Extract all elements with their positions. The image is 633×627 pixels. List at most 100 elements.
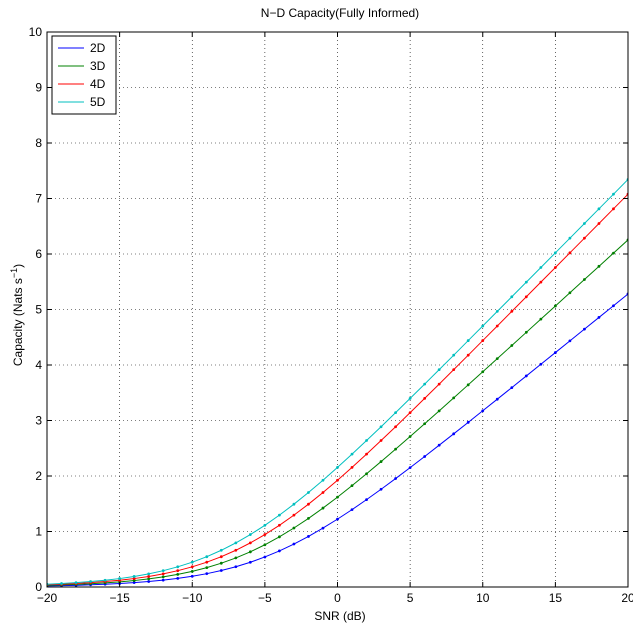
- data-point: [379, 425, 383, 429]
- y-tick-label: 1: [35, 525, 42, 539]
- data-point: [248, 560, 252, 564]
- data-point: [132, 575, 136, 578]
- data-point: [234, 556, 238, 560]
- data-point: [205, 572, 209, 576]
- data-point: [481, 339, 485, 342]
- data-point: [437, 368, 441, 372]
- data-point: [597, 264, 601, 268]
- data-point: [263, 555, 267, 559]
- data-point: [583, 222, 586, 225]
- y-tick-label: 10: [29, 25, 43, 39]
- data-point: [379, 439, 383, 442]
- data-point: [336, 465, 339, 469]
- y-tick-label: 3: [35, 414, 42, 428]
- data-point: [452, 368, 456, 372]
- data-point: [568, 339, 572, 343]
- data-point: [147, 577, 151, 581]
- series-5d: [47, 178, 628, 586]
- data-point: [466, 383, 470, 387]
- data-point: [481, 324, 485, 328]
- data-point: [524, 295, 528, 299]
- y-tick-label: 8: [35, 136, 42, 150]
- data-point: [278, 523, 281, 527]
- x-tick-label: 20: [621, 591, 633, 605]
- chart-title: N−D Capacity(Fully Informed): [261, 6, 419, 20]
- data-point: [161, 578, 165, 582]
- data-point: [612, 251, 615, 255]
- x-tick-label: 15: [549, 591, 563, 605]
- data-point: [612, 192, 615, 196]
- data-point: [118, 577, 122, 580]
- x-tick-label: −10: [182, 591, 203, 605]
- y-tick-label: 6: [35, 247, 42, 261]
- legend-label: 4D: [90, 77, 106, 91]
- data-point: [553, 351, 557, 354]
- data-point: [495, 357, 499, 361]
- data-point: [205, 566, 209, 570]
- data-point: [350, 484, 354, 488]
- data-point: [176, 576, 180, 580]
- data-point: [452, 396, 456, 400]
- x-tick-label: 10: [476, 591, 490, 605]
- data-point: [394, 425, 397, 429]
- data-point: [263, 543, 267, 547]
- data-point: [263, 533, 267, 536]
- data-point: [437, 443, 441, 447]
- data-point: [583, 278, 586, 281]
- data-point: [176, 565, 180, 569]
- data-point: [292, 542, 296, 546]
- data-point: [437, 382, 441, 386]
- data-point: [292, 526, 296, 530]
- data-point: [612, 207, 615, 211]
- data-point: [423, 422, 427, 426]
- data-point: [147, 575, 151, 578]
- data-point: [423, 382, 427, 386]
- data-point: [176, 573, 180, 576]
- data-point: [365, 439, 368, 442]
- data-point: [307, 517, 310, 520]
- data-point: [278, 535, 281, 539]
- series-3d: [47, 238, 628, 587]
- x-tick-label: −5: [258, 591, 272, 605]
- data-point: [336, 478, 339, 482]
- data-point: [597, 316, 601, 319]
- data-point: [350, 452, 354, 456]
- data-point: [437, 409, 441, 413]
- data-point: [553, 251, 557, 255]
- data-point: [379, 487, 383, 491]
- data-point: [161, 569, 165, 573]
- x-tick-label: −15: [109, 591, 130, 605]
- data-point: [248, 533, 252, 536]
- data-point: [394, 447, 397, 451]
- data-point: [394, 411, 397, 415]
- x-axis-label: SNR (dB): [314, 609, 365, 623]
- data-point: [307, 535, 310, 538]
- data-point: [278, 549, 281, 553]
- data-point: [234, 548, 238, 552]
- data-point: [321, 491, 325, 494]
- data-point: [60, 582, 63, 585]
- data-point: [452, 353, 456, 357]
- data-point: [219, 555, 223, 559]
- data-point: [365, 452, 368, 456]
- data-point: [336, 495, 339, 499]
- plot-frame: [46, 31, 629, 588]
- data-point: [568, 251, 572, 255]
- y-axis-label-main: Capacity (Nats s: [11, 278, 25, 366]
- data-point: [350, 465, 354, 469]
- legend-box: [51, 35, 117, 115]
- data-point: [248, 541, 252, 545]
- data-point: [481, 370, 485, 374]
- data-point: [612, 304, 615, 308]
- data-point: [176, 569, 180, 573]
- data-point: [292, 502, 296, 506]
- data-point: [408, 411, 412, 415]
- data-point: [132, 577, 136, 580]
- data-point: [495, 324, 499, 328]
- series-4d: [47, 192, 628, 587]
- series-layer: [47, 178, 628, 587]
- data-point: [583, 236, 586, 240]
- data-point: [495, 309, 499, 313]
- data-point: [219, 561, 223, 565]
- data-point: [539, 280, 543, 284]
